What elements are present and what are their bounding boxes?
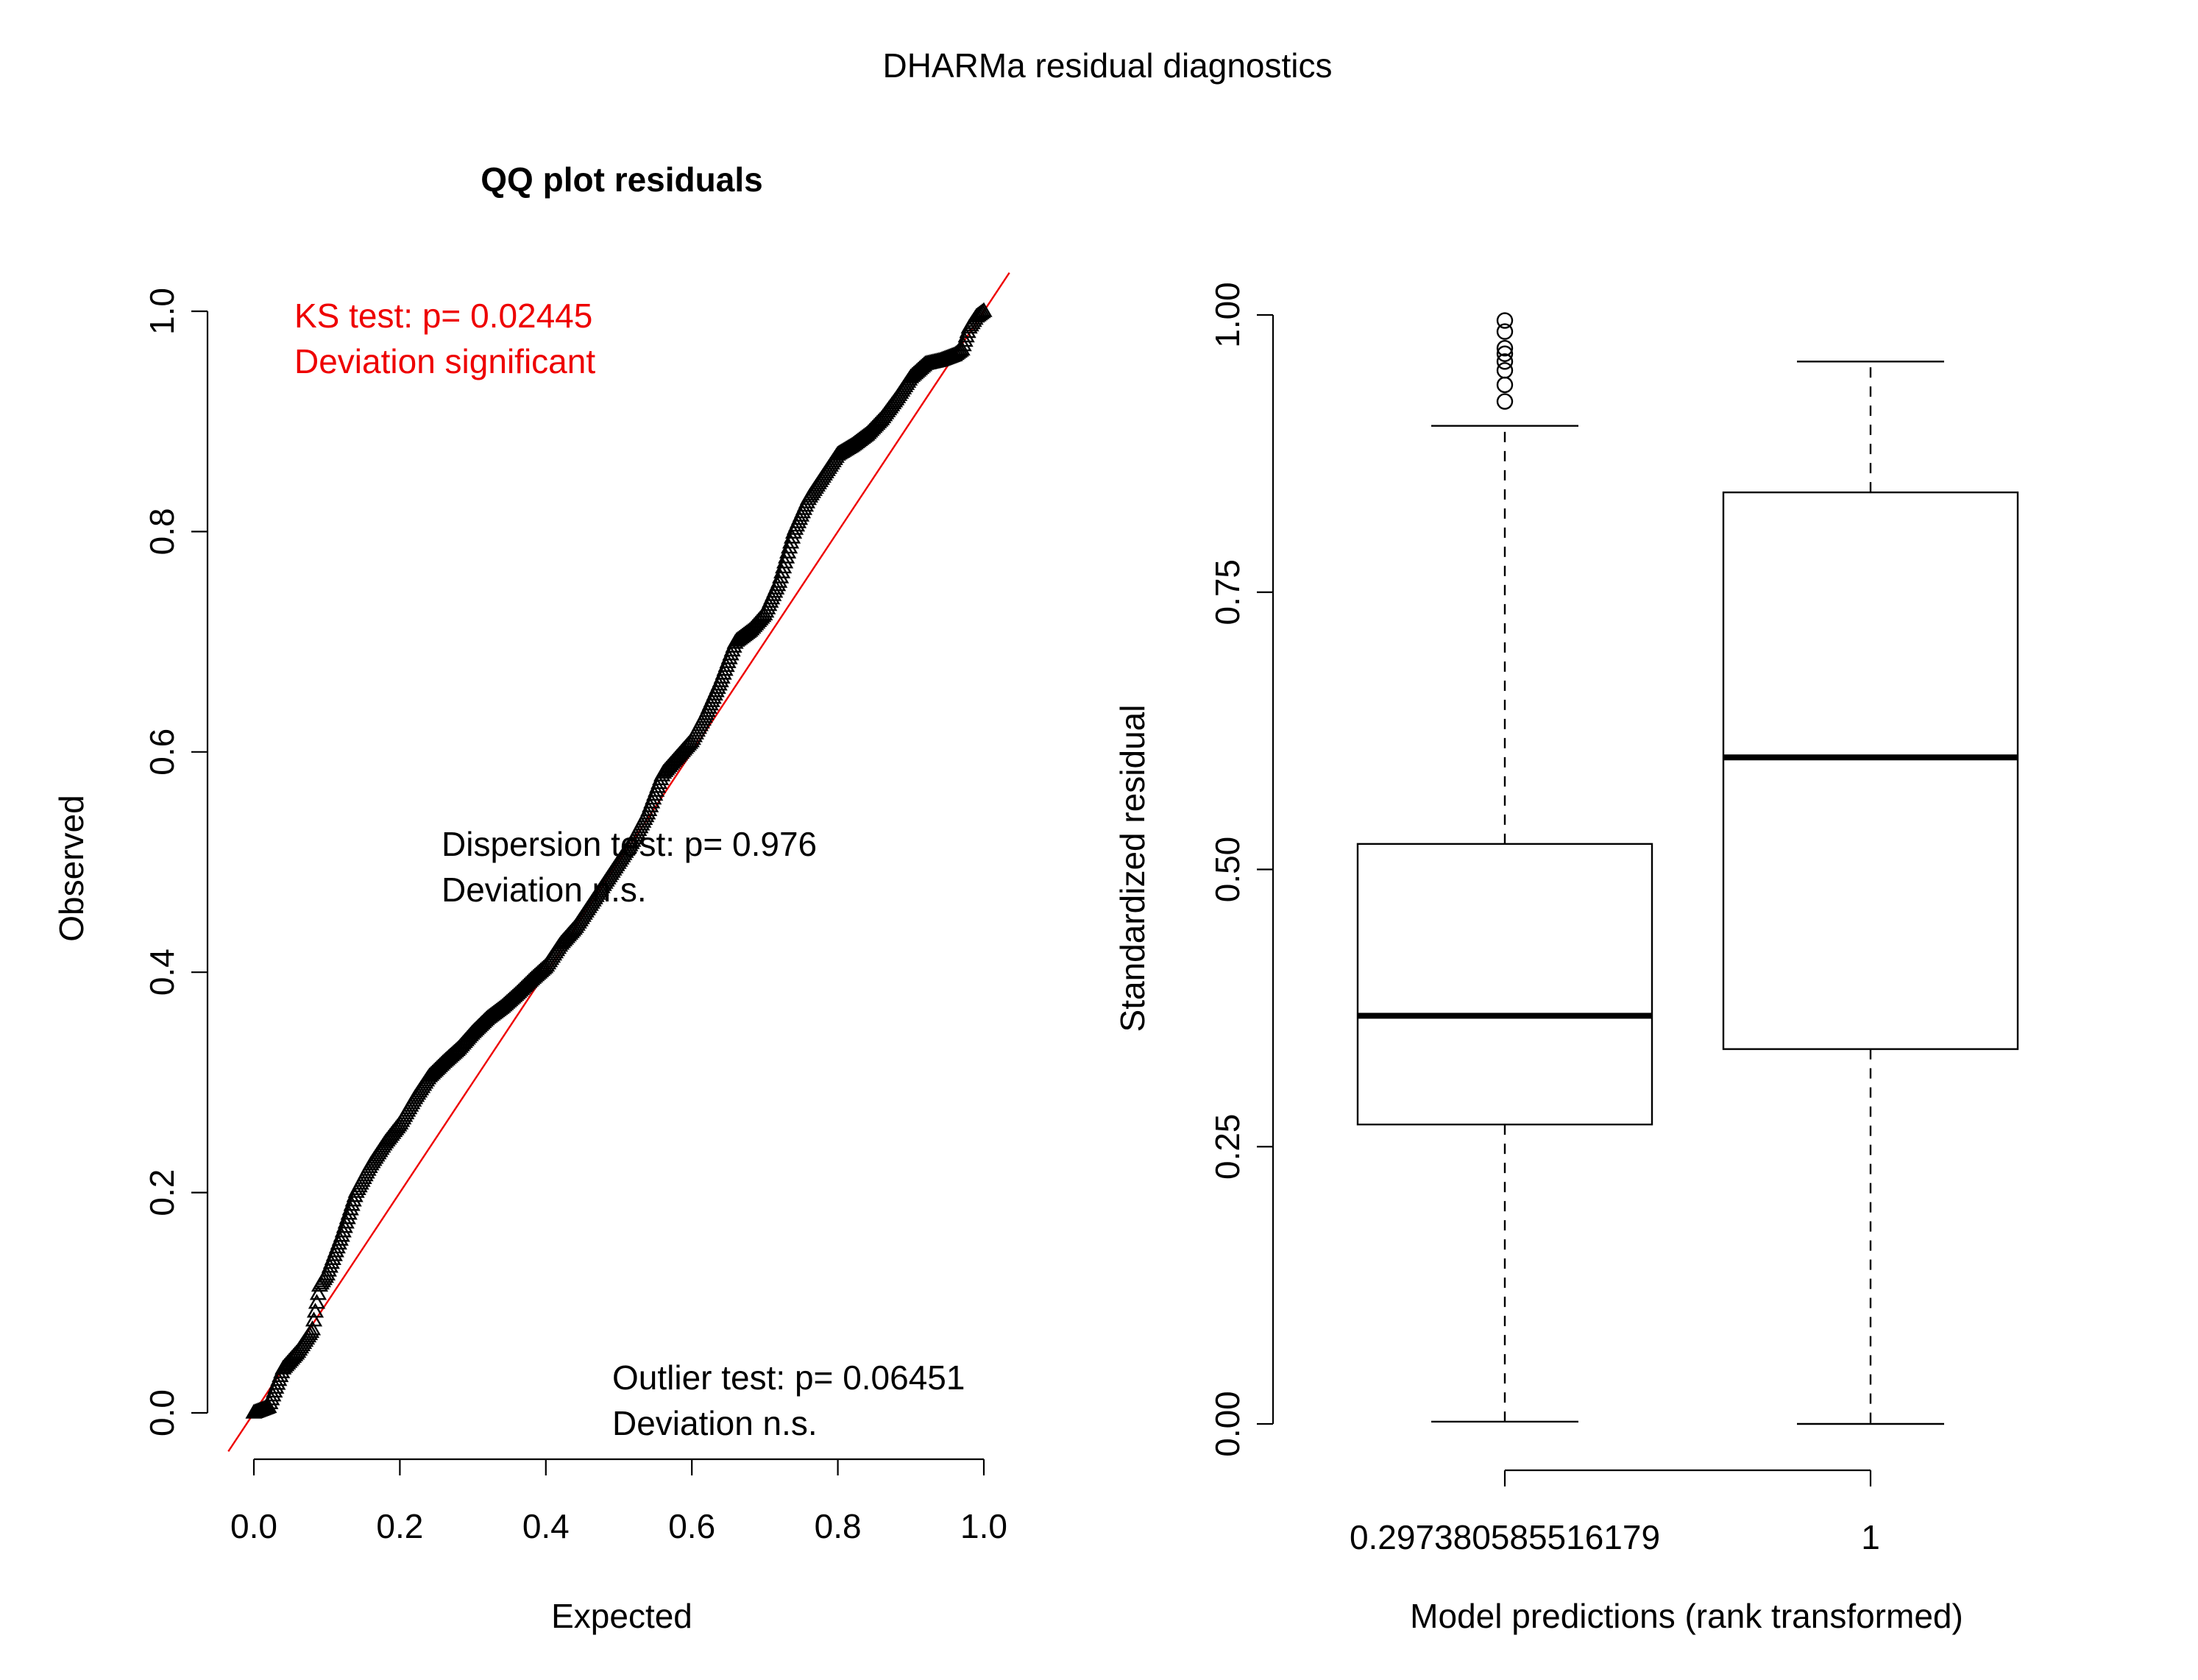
box-outlier xyxy=(1496,393,1514,410)
qq-annotation-line: KS test: p= 0.02445 xyxy=(294,297,592,335)
qq-point xyxy=(957,327,975,343)
qq-point xyxy=(336,1218,353,1233)
qq-point xyxy=(772,568,790,584)
qq-x-axis-title: Expected xyxy=(551,1597,692,1635)
qq-point xyxy=(975,302,993,317)
qq-y-tick-label: 0.6 xyxy=(143,729,181,776)
qq-x-tick-label: 0.0 xyxy=(230,1507,277,1545)
qq-points xyxy=(245,302,993,1419)
box-x-tick-label: 0.297380585516179 xyxy=(1350,1518,1660,1556)
box-group xyxy=(1356,312,1653,1423)
qq-y-tick-label: 0.2 xyxy=(143,1169,181,1216)
box-y-tick-label: 1.00 xyxy=(1208,282,1247,348)
qq-x-tick-label: 0.4 xyxy=(522,1507,570,1545)
qq-point xyxy=(775,559,793,574)
qq-point xyxy=(778,548,795,564)
qq-y-tick-label: 1.0 xyxy=(143,288,181,335)
box-y-tick-label: 0.75 xyxy=(1208,559,1247,625)
qq-y-tick-label: 0.4 xyxy=(143,949,181,996)
box-outlier xyxy=(1496,312,1514,329)
qq-point xyxy=(334,1222,352,1238)
qq-plot-title: QQ plot residuals xyxy=(481,160,762,199)
qq-point xyxy=(782,534,800,549)
qq-point xyxy=(770,573,788,588)
qq-x-tick-label: 1.0 xyxy=(960,1507,1007,1545)
box-y-tick-label: 0.00 xyxy=(1208,1391,1247,1457)
box-y-axis-title: Standardized residual xyxy=(1113,705,1152,1032)
qq-y-tick-label: 0.8 xyxy=(143,508,181,555)
qq-point xyxy=(956,332,974,347)
box-outlier xyxy=(1496,323,1514,340)
qq-point xyxy=(773,563,791,578)
box-outlier xyxy=(1496,353,1514,370)
box-group xyxy=(1722,361,2019,1425)
qq-plot-panel: QQ plot residuals 0.0 0.2 0.4 0.6 0.8 1.00.00… xyxy=(52,160,1010,1635)
box-x-axis-title: Model predictions (rank transformed) xyxy=(1410,1597,1963,1635)
box-outlier xyxy=(1496,345,1514,362)
qq-point xyxy=(784,528,801,544)
qq-point xyxy=(308,1294,326,1309)
qq-y-axis-title: Observed xyxy=(52,795,91,941)
qq-y-tick-label: 0.0 xyxy=(143,1389,181,1436)
qq-point xyxy=(954,336,972,352)
qq-point xyxy=(341,1200,359,1216)
qq-point xyxy=(953,341,971,356)
qq-annotation-line: Dispersion test: p= 0.976 xyxy=(442,825,817,863)
qq-point xyxy=(343,1196,361,1211)
qq-point xyxy=(303,1320,322,1336)
qq-annotation-line: Deviation n.s. xyxy=(612,1404,818,1442)
qq-point xyxy=(337,1213,355,1229)
qq-axes: 0.0 0.2 0.4 0.6 0.8 1.0 0.0 0.2 0.4 0.6 0.8 1.0 xyxy=(143,288,1007,1545)
box-outlier xyxy=(1496,362,1514,379)
qq-point xyxy=(333,1227,350,1242)
qq-point xyxy=(776,553,794,569)
qq-point xyxy=(340,1205,358,1220)
box-y-tick-label: 0.25 xyxy=(1208,1113,1247,1180)
box-axes: 0.00 0.25 0.50 0.75 1.00 0.297380585516179 1 xyxy=(1208,282,1880,1556)
boxplot-panel: 0.00 0.25 0.50 0.75 1.00 0.297380585516179 1 M… xyxy=(1113,282,2019,1635)
box-iqr xyxy=(1356,843,1653,1126)
box-x-tick-label: 1 xyxy=(1861,1518,1880,1556)
qq-x-tick-label: 0.6 xyxy=(668,1507,715,1545)
qq-point xyxy=(781,539,798,554)
box-outlier xyxy=(1496,376,1514,394)
qq-annotations: KS test: p= 0.02445 Deviation significant… xyxy=(294,297,965,1442)
qq-annotation-line: Deviation n.s. xyxy=(442,871,647,909)
box-plots xyxy=(1356,312,2019,1425)
box-iqr xyxy=(1722,491,2019,1050)
main-title: DHARMa residual diagnostics xyxy=(882,46,1332,85)
qq-point xyxy=(306,1302,325,1318)
box-outlier xyxy=(1496,340,1514,357)
qq-x-tick-label: 0.8 xyxy=(815,1507,862,1545)
qq-point xyxy=(344,1191,362,1207)
qq-point xyxy=(305,1311,323,1327)
qq-point xyxy=(338,1209,356,1224)
qq-x-tick-label: 0.2 xyxy=(376,1507,423,1545)
qq-annotation-line: Deviation significant xyxy=(294,342,595,380)
qq-point xyxy=(309,1285,327,1300)
qq-point xyxy=(779,543,797,559)
qq-annotation-line: Outlier test: p= 0.06451 xyxy=(612,1358,965,1397)
box-y-tick-label: 0.50 xyxy=(1208,837,1247,903)
